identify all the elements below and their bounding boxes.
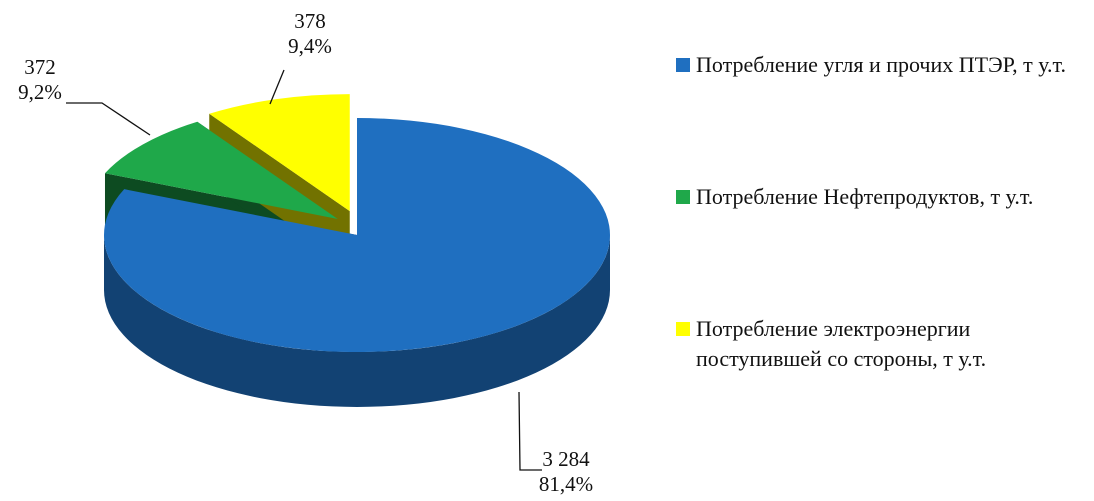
data-label: 3 284: [542, 447, 590, 471]
slice: [209, 94, 350, 212]
data-label: 81,4%: [539, 472, 593, 496]
legend-item: Потребление угля и прочих ПТЭР, т у.т.: [676, 50, 1086, 182]
legend-swatch: [676, 190, 690, 204]
data-label: 9,4%: [288, 34, 332, 58]
slice: [104, 121, 338, 220]
legend-item: Потребление Нефтепродуктов, т у.т.: [676, 182, 1086, 314]
legend-label: Потребление Нефтепродуктов, т у.т.: [696, 184, 1034, 209]
data-label: 9,2%: [18, 80, 62, 104]
slice-side: [104, 235, 610, 407]
leader-line: [518, 391, 542, 471]
legend-swatch: [676, 322, 690, 336]
leader-line: [66, 102, 151, 136]
data-label: 378: [294, 9, 326, 33]
legend-label: Потребление угля и прочих ПТЭР, т у.т.: [696, 52, 1066, 77]
leader-line: [269, 69, 285, 105]
legend-label: Потребление электроэнергии поступившей с…: [696, 316, 987, 371]
legend-item: Потребление электроэнергии поступившей с…: [676, 314, 1086, 446]
data-label: 372: [24, 55, 56, 79]
legend-swatch: [676, 58, 690, 72]
slice: [104, 118, 611, 352]
legend: Потребление угля и прочих ПТЭР, т у.т. По…: [676, 50, 1086, 446]
